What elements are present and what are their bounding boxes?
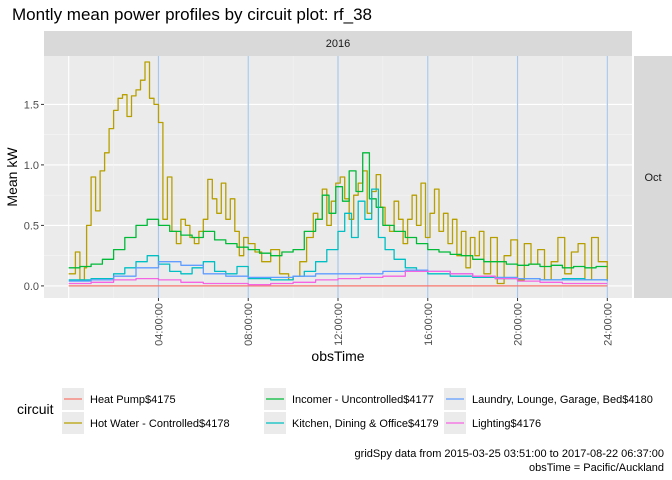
x-tick-label: 24:00:00 [602,303,614,346]
facet-strip-right-label: Oct [644,172,661,184]
series-line-5 [68,261,608,282]
x-axis: 04:00:00 08:00:00 12:00:00 16:00:00 20:00:00… [154,298,614,346]
caption-line-2: obsTime = Pacific/Auckland [529,462,664,474]
y-tick-label: 0.5 [24,220,39,232]
legend-label: Incomer - Uncontrolled$4177 [292,394,434,406]
reference-vlines [157,56,608,298]
series-line-6 [68,270,608,286]
x-tick-label: 20:00:00 [513,303,525,346]
x-axis-title: obsTime [311,348,364,364]
legend-label: Lighting$4176 [472,418,541,430]
caption-line-1: gridSpy data from 2015-03-25 03:51:00 to… [355,448,664,460]
facet-strip-right [634,56,672,298]
y-tick-label: 1.0 [24,160,39,172]
legend-title: circuit [17,401,54,417]
series-lines [68,61,608,287]
x-tick-label: 04:00:00 [154,303,166,346]
y-axis-title: Mean kW [4,147,20,207]
legend-label: Kitchen, Dining & Office$4179 [292,418,439,430]
facet-strip-top-label: 2016 [326,38,350,50]
series-line-4 [68,188,608,281]
legend: Heat Pump$4175 Hot Water - Controlled$417… [62,388,653,434]
y-tick-label: 0.0 [24,281,39,293]
legend-label: Laundry, Lounge, Garage, Bed$4180 [472,394,653,406]
y-axis: 0.0 0.5 1.0 1.5 [24,99,44,293]
chart-title: Montly mean power profiles by circuit pl… [12,5,372,24]
facet-strip-top [44,31,632,56]
legend-label: Hot Water - Controlled$4178 [90,418,230,430]
x-tick-label: 16:00:00 [423,303,435,346]
x-tick-label: 08:00:00 [243,303,255,346]
x-tick-label: 12:00:00 [333,303,345,346]
series-line-2 [68,61,608,285]
series-line-3 [68,152,608,269]
y-tick-label: 1.5 [24,99,39,111]
legend-label: Heat Pump$4175 [90,394,176,406]
